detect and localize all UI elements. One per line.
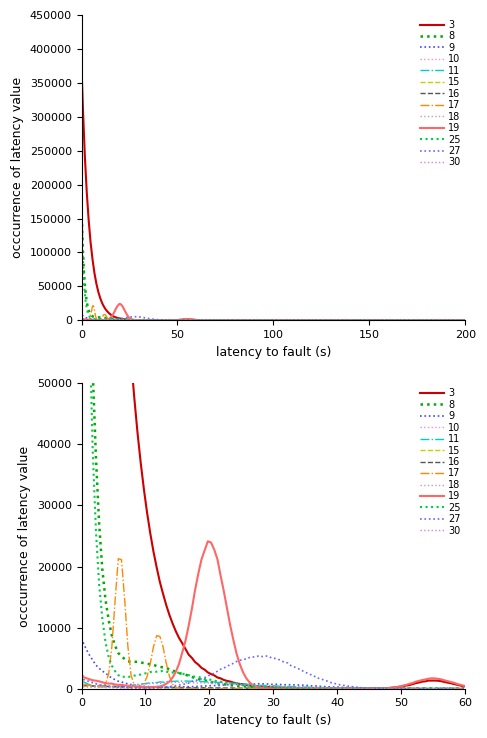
Y-axis label: occcurrence of latency value: occcurrence of latency value <box>11 77 24 258</box>
Legend: 3, 8, 9, 10, 11, 15, 16, 17, 18, 19, 25, 27, 30: 3, 8, 9, 10, 11, 15, 16, 17, 18, 19, 25,… <box>418 386 463 538</box>
X-axis label: latency to fault (s): latency to fault (s) <box>216 714 331 727</box>
Y-axis label: occcurrence of latency value: occcurrence of latency value <box>18 446 31 627</box>
Legend: 3, 8, 9, 10, 11, 15, 16, 17, 18, 19, 25, 27, 30: 3, 8, 9, 10, 11, 15, 16, 17, 18, 19, 25,… <box>418 18 463 170</box>
X-axis label: latency to fault (s): latency to fault (s) <box>216 345 331 359</box>
